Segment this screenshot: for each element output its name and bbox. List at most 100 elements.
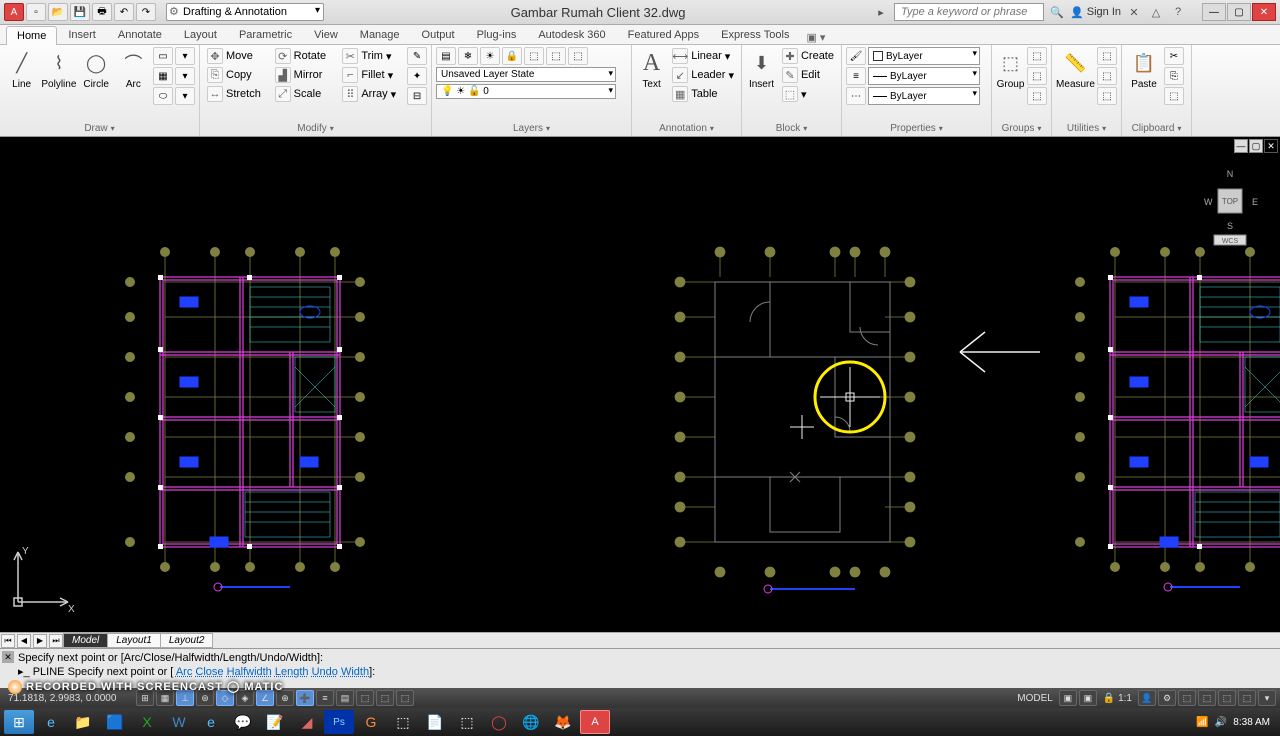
qat-open[interactable]: 📂 [48,3,68,21]
copy-clip-btn[interactable]: ⎘ [1164,67,1184,85]
layer-lock-btn[interactable]: 🔒 [502,47,522,65]
paste-button[interactable]: 📋Paste [1126,47,1162,92]
d2[interactable]: ▾ [175,47,195,65]
tb-app7[interactable]: ◯ [484,710,514,734]
vp-close[interactable]: ✕ [1264,139,1278,153]
color-dropdown[interactable]: ByLayer [868,47,980,65]
tb-notes[interactable]: 📝 [260,710,290,734]
layer-m1-btn[interactable]: ⬚ [524,47,544,65]
tab-featured[interactable]: Featured Apps [617,25,711,44]
group-button[interactable]: ⬚Group [996,47,1025,92]
measure-button[interactable]: 📏Measure [1056,47,1095,92]
u1[interactable]: ⬚ [1097,47,1117,65]
tray-vol-icon[interactable]: 🔊 [1215,717,1227,728]
panel-groups-label[interactable]: Groups [996,121,1047,134]
rotate-button[interactable]: ⟳Rotate [272,47,338,65]
cut-btn[interactable]: ✂ [1164,47,1184,65]
tab-express[interactable]: Express Tools [710,25,800,44]
sb-r5[interactable]: ⬚ [1178,690,1196,706]
drawing-canvas[interactable] [0,137,1280,632]
tb-firefox[interactable]: 🦊 [548,710,578,734]
tb-app2[interactable]: ◢ [292,710,322,734]
tab-annotate[interactable]: Annotate [107,25,173,44]
tab-home[interactable]: Home [6,26,57,45]
window-minimize[interactable]: — [1202,3,1226,21]
sb-r8[interactable]: ⬚ [1238,690,1256,706]
tab-nav-first[interactable]: ⏮ [1,634,15,648]
model-indicator[interactable]: MODEL [1013,693,1057,704]
array-button[interactable]: ⠿Array ▾ [339,85,405,103]
sb-qp[interactable]: ⬚ [356,690,374,706]
circle-button[interactable]: ◯Circle [79,47,114,92]
tb-chat[interactable]: 💬 [228,710,258,734]
lw-btn[interactable]: ≡ [846,67,866,85]
tb-app5[interactable]: 📄 [420,710,450,734]
tab-insert[interactable]: Insert [57,25,107,44]
layout1-tab[interactable]: Layout1 [107,633,161,648]
qat-redo[interactable]: ↷ [136,3,156,21]
tb-app4[interactable]: ⬚ [388,710,418,734]
tray-clock[interactable]: 8:38 AM [1233,717,1270,728]
leader-button[interactable]: ↙Leader ▾ [669,66,737,84]
sb-am[interactable]: ⬚ [396,690,414,706]
copy-button[interactable]: ⎘Copy [204,66,270,84]
panel-utilities-label[interactable]: Utilities [1056,121,1117,134]
create-block-button[interactable]: ✚Create [779,47,837,65]
tb-app1[interactable]: 🟦 [100,710,130,734]
panel-modify-label[interactable]: Modify [204,121,427,134]
rect-btn[interactable]: ▭ [153,47,173,65]
g2[interactable]: ⬚ [1027,67,1047,85]
lt-btn[interactable]: ⋯ [846,87,866,105]
layer-iso-btn[interactable]: ❄ [458,47,478,65]
vp-minimize[interactable]: — [1234,139,1248,153]
panel-draw-label[interactable]: Draw [4,121,195,134]
g3[interactable]: ⬚ [1027,87,1047,105]
exchange-icon[interactable]: ✕ [1125,3,1143,21]
help-search-input[interactable] [894,3,1044,21]
ribbon-visibility-icon[interactable]: ▣ ▾ [806,31,825,44]
tab-view[interactable]: View [303,25,349,44]
tab-manage[interactable]: Manage [349,25,411,44]
sb-r6[interactable]: ⬚ [1198,690,1216,706]
lineweight-dropdown[interactable]: ByLayer [868,67,980,85]
sb-r2[interactable]: ▣ [1079,690,1097,706]
offset-btn[interactable]: ⊟ [407,87,427,105]
erase-btn[interactable]: ✎ [407,47,427,65]
window-close[interactable]: ✕ [1252,3,1276,21]
layout2-tab[interactable]: Layout2 [160,633,214,648]
layer-state-dropdown[interactable]: Unsaved Layer State [436,67,616,82]
tab-nav-prev[interactable]: ◀ [17,634,31,648]
arc-button[interactable]: ⌒Arc [116,47,151,92]
explode-btn[interactable]: ✦ [407,67,427,85]
tb-word[interactable]: W [164,710,194,734]
g1[interactable]: ⬚ [1027,47,1047,65]
qat-undo[interactable]: ↶ [114,3,134,21]
block-attr-button[interactable]: ⬚▾ [779,85,837,103]
ellipse-btn[interactable]: ⬭ [153,87,173,105]
signin-button[interactable]: 👤Sign In [1070,6,1121,19]
vp-maximize[interactable]: ▢ [1249,139,1263,153]
u3[interactable]: ⬚ [1097,87,1117,105]
c3[interactable]: ⬚ [1164,87,1184,105]
trim-button[interactable]: ✂Trim ▾ [339,47,405,65]
stretch-button[interactable]: ↔Stretch [204,85,270,103]
tab-nav-last[interactable]: ⏭ [49,634,63,648]
qat-plot[interactable]: 🖶 [92,3,112,21]
window-maximize[interactable]: ▢ [1227,3,1251,21]
tab-plugins[interactable]: Plug-ins [466,25,528,44]
cloud-icon[interactable]: △ [1147,3,1165,21]
sb-r9[interactable]: ▾ [1258,690,1276,706]
line-button[interactable]: ╱Line [4,47,39,92]
tb-edge[interactable]: e [196,710,226,734]
layer-current-dropdown[interactable]: 💡 ☀ 🔓 0 [436,84,616,99]
text-button[interactable]: AText [636,47,667,92]
panel-clipboard-label[interactable]: Clipboard [1126,121,1187,134]
d4[interactable]: ▾ [175,87,195,105]
panel-layers-label[interactable]: Layers [436,121,627,134]
table-button[interactable]: ▦Table [669,85,737,103]
layer-m3-btn[interactable]: ⬚ [568,47,588,65]
u2[interactable]: ⬚ [1097,67,1117,85]
tb-chrome[interactable]: 🌐 [516,710,546,734]
move-button[interactable]: ✥Move [204,47,270,65]
layer-props-btn[interactable]: ▤ [436,47,456,65]
